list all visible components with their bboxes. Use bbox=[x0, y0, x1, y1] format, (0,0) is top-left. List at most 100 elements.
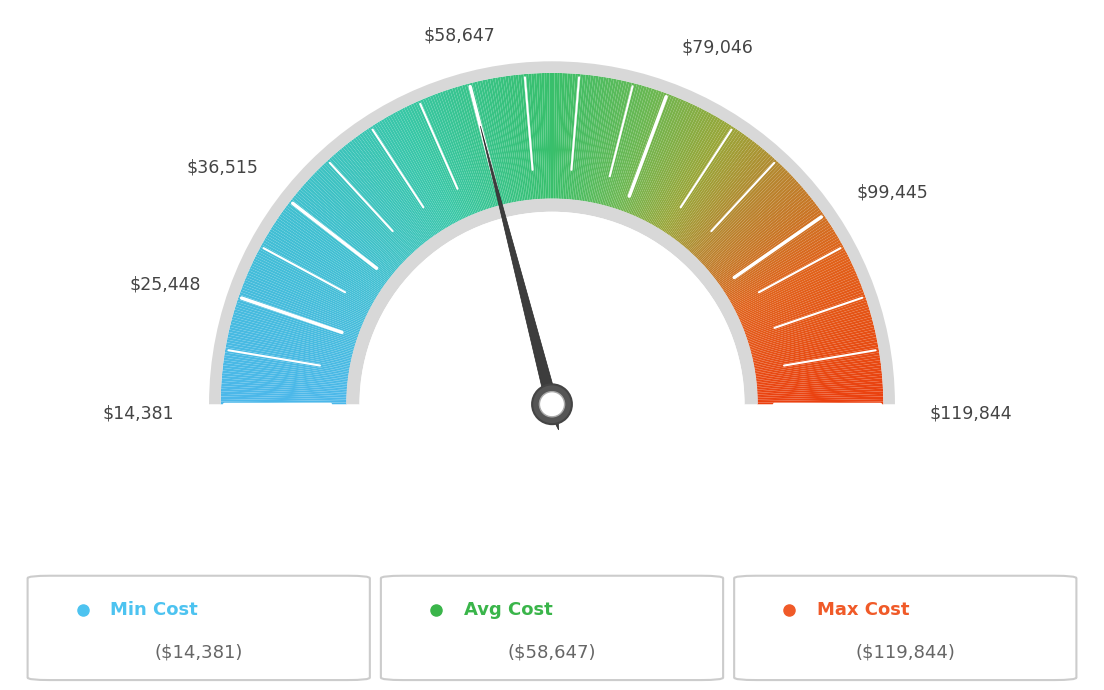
Wedge shape bbox=[316, 170, 406, 260]
Wedge shape bbox=[750, 317, 872, 352]
Wedge shape bbox=[335, 152, 418, 249]
Wedge shape bbox=[562, 73, 570, 199]
Wedge shape bbox=[359, 133, 434, 237]
Wedge shape bbox=[252, 261, 367, 317]
Wedge shape bbox=[300, 187, 396, 271]
Wedge shape bbox=[666, 129, 739, 235]
Text: $58,647: $58,647 bbox=[424, 27, 496, 45]
Wedge shape bbox=[250, 266, 365, 319]
Wedge shape bbox=[552, 73, 554, 199]
Wedge shape bbox=[230, 327, 352, 358]
Wedge shape bbox=[722, 218, 828, 290]
Wedge shape bbox=[705, 183, 800, 268]
Wedge shape bbox=[355, 136, 432, 239]
Wedge shape bbox=[237, 299, 357, 341]
Wedge shape bbox=[735, 256, 850, 314]
Wedge shape bbox=[221, 381, 347, 391]
Wedge shape bbox=[341, 147, 423, 246]
Wedge shape bbox=[404, 107, 461, 221]
Wedge shape bbox=[544, 73, 549, 199]
Wedge shape bbox=[754, 339, 878, 366]
Wedge shape bbox=[221, 391, 347, 398]
Wedge shape bbox=[655, 118, 721, 228]
Wedge shape bbox=[714, 201, 816, 279]
Text: ($14,381): ($14,381) bbox=[155, 644, 243, 662]
Wedge shape bbox=[230, 324, 352, 356]
Wedge shape bbox=[757, 394, 883, 400]
Wedge shape bbox=[754, 347, 879, 371]
Wedge shape bbox=[746, 295, 866, 337]
Wedge shape bbox=[623, 93, 669, 212]
Wedge shape bbox=[756, 368, 882, 384]
Wedge shape bbox=[652, 115, 716, 226]
Wedge shape bbox=[734, 252, 847, 311]
Wedge shape bbox=[751, 322, 873, 355]
Wedge shape bbox=[744, 287, 863, 333]
Wedge shape bbox=[506, 76, 524, 201]
Circle shape bbox=[540, 392, 564, 417]
Wedge shape bbox=[221, 384, 347, 393]
Wedge shape bbox=[435, 93, 481, 212]
Wedge shape bbox=[747, 304, 869, 344]
Wedge shape bbox=[611, 87, 649, 208]
Wedge shape bbox=[678, 142, 757, 243]
Wedge shape bbox=[739, 266, 854, 319]
Wedge shape bbox=[670, 133, 745, 237]
Wedge shape bbox=[360, 212, 744, 404]
Wedge shape bbox=[716, 206, 818, 282]
Wedge shape bbox=[635, 101, 689, 217]
Wedge shape bbox=[242, 285, 360, 332]
Wedge shape bbox=[347, 142, 426, 243]
Wedge shape bbox=[628, 96, 677, 214]
Wedge shape bbox=[737, 263, 853, 318]
Wedge shape bbox=[415, 101, 469, 217]
Wedge shape bbox=[745, 290, 863, 335]
Wedge shape bbox=[594, 80, 622, 204]
Wedge shape bbox=[224, 357, 349, 377]
Wedge shape bbox=[719, 212, 824, 286]
Wedge shape bbox=[423, 98, 474, 215]
Wedge shape bbox=[224, 353, 349, 374]
Wedge shape bbox=[735, 254, 848, 313]
Wedge shape bbox=[288, 201, 390, 279]
Wedge shape bbox=[254, 256, 369, 314]
Wedge shape bbox=[225, 347, 350, 371]
Wedge shape bbox=[257, 252, 370, 311]
Wedge shape bbox=[625, 95, 671, 213]
Wedge shape bbox=[402, 108, 460, 221]
Wedge shape bbox=[261, 245, 372, 306]
Wedge shape bbox=[236, 302, 357, 342]
Text: $25,448: $25,448 bbox=[129, 275, 201, 293]
Wedge shape bbox=[731, 240, 841, 304]
Wedge shape bbox=[742, 280, 860, 328]
Wedge shape bbox=[709, 189, 806, 272]
Wedge shape bbox=[576, 75, 594, 200]
Wedge shape bbox=[221, 402, 347, 404]
Wedge shape bbox=[755, 355, 880, 375]
Wedge shape bbox=[262, 242, 373, 305]
Wedge shape bbox=[572, 75, 586, 200]
Wedge shape bbox=[283, 210, 385, 285]
Wedge shape bbox=[657, 119, 723, 228]
Wedge shape bbox=[690, 159, 777, 253]
Wedge shape bbox=[408, 104, 465, 219]
Wedge shape bbox=[305, 181, 400, 267]
Wedge shape bbox=[227, 335, 351, 362]
Wedge shape bbox=[222, 375, 348, 388]
Wedge shape bbox=[669, 132, 743, 236]
Wedge shape bbox=[232, 317, 354, 352]
Wedge shape bbox=[394, 111, 456, 224]
Wedge shape bbox=[225, 345, 350, 369]
Wedge shape bbox=[757, 391, 883, 398]
Wedge shape bbox=[221, 394, 347, 400]
Wedge shape bbox=[581, 76, 602, 201]
Wedge shape bbox=[301, 185, 397, 270]
Wedge shape bbox=[351, 139, 428, 241]
Wedge shape bbox=[756, 363, 881, 380]
Wedge shape bbox=[238, 295, 358, 337]
Wedge shape bbox=[314, 172, 405, 262]
Text: ($119,844): ($119,844) bbox=[856, 644, 955, 662]
Wedge shape bbox=[691, 161, 778, 255]
Wedge shape bbox=[259, 247, 371, 308]
Wedge shape bbox=[229, 332, 351, 361]
